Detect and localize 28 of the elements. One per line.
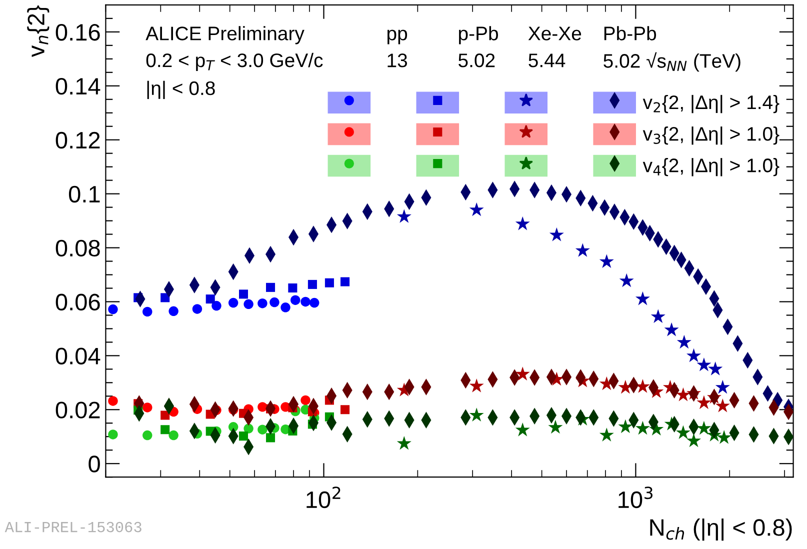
y-tick-label: 0.06 — [56, 294, 100, 310]
x-tick-label: 10$^{2}$ — [306, 486, 340, 508]
annotation: 0.2 < p$_{T}$ < 3.0 GeV/c — [146, 52, 323, 72]
y-tick-label: 0.16 — [56, 24, 100, 41]
annotation: pp — [388, 30, 408, 44]
annotation: Pb-Pb — [604, 26, 656, 40]
annotation: 5.02 √s$_{NN}$ (TeV) — [604, 52, 740, 72]
y-tick-label: 0.14 — [56, 78, 100, 95]
text: ALI-PREL-153063 — [4, 522, 142, 532]
annotation: Xe-Xe — [528, 26, 582, 40]
annotation: p-Pb — [459, 26, 498, 44]
y-tick-label: 0.1 — [68, 186, 100, 203]
legend-label: v$_{3}${2, |Δη| > 1.0} — [642, 126, 780, 145]
legend-label: v$_{4}${2, |Δη| > 1.0} — [642, 158, 780, 176]
annotation: 5.44 — [528, 54, 566, 68]
y-tick-label: 0.08 — [56, 240, 100, 257]
annotation: 13 — [388, 54, 408, 68]
annotation: |η| < 0.8 — [147, 80, 215, 100]
y-tick-label: 0.02 — [56, 402, 100, 418]
y-axis-title: v$_{n}${2} — [27, 5, 50, 58]
x-tick-label: 10$^{3}$ — [618, 486, 652, 508]
y-tick-label: 0.04 — [56, 348, 100, 364]
annotation: 5.02 — [458, 54, 495, 68]
annotation: ALICE Preliminary — [146, 26, 304, 44]
y-tick-label: 0 — [88, 456, 100, 472]
x-axis-title: N$_{ch}$ (|η| < 0.8) — [650, 518, 792, 541]
legend-label: v$_{2}${2, |Δη| > 1.4} — [642, 94, 780, 114]
y-tick-label: 0.12 — [56, 132, 100, 149]
